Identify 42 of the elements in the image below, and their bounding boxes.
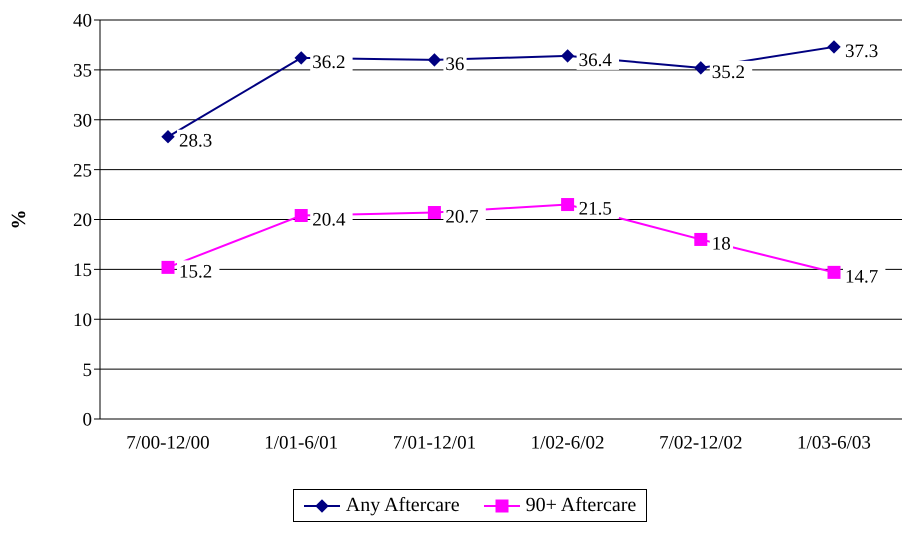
data-label: 36.4: [578, 50, 612, 71]
x-tick-label: 1/01-6/01: [264, 432, 338, 454]
point: [694, 61, 708, 74]
y-tick-label: 15: [73, 260, 92, 282]
data-label: 14.7: [845, 266, 878, 288]
point: [428, 206, 441, 220]
x-tick-label: 7/02-12/02: [659, 432, 742, 454]
point: [561, 198, 574, 212]
point: [561, 49, 574, 62]
point: [828, 40, 840, 54]
data-label: 36.2: [312, 52, 346, 73]
data-label: 18: [712, 233, 731, 254]
point: [828, 266, 840, 279]
legend-label: Any Aftercare: [344, 494, 460, 517]
x-tick-label: 1/03-6/03: [797, 432, 871, 454]
data-label: 35.2: [712, 62, 746, 83]
point: [162, 130, 174, 144]
y-tick-label: 10: [73, 310, 92, 331]
data-label: 37.3: [845, 40, 878, 62]
y-tick-label: 0: [82, 410, 92, 431]
data-label: 36: [445, 54, 464, 75]
y-tick-label: 20: [73, 210, 92, 232]
y-axis-title: %: [8, 210, 30, 230]
point: [428, 53, 441, 66]
data-label: 21.5: [578, 198, 612, 220]
y-tick-label: 35: [73, 60, 92, 82]
point: [162, 260, 174, 274]
x-tick-label: 1/02-6/02: [530, 432, 605, 454]
legend-label: 90+ Aftercare: [524, 494, 636, 517]
point: [294, 209, 308, 222]
y-tick-label: 40: [73, 10, 92, 32]
data-label: 15.2: [179, 261, 212, 282]
x-tick-label: 7/00-12/00: [126, 432, 210, 454]
y-tick-label: 30: [73, 110, 92, 132]
x-tick-label: 7/01-12/01: [392, 432, 476, 454]
data-label: 28.3: [179, 130, 212, 152]
data-label: 20.7: [445, 206, 479, 228]
y-tick-label: 5: [82, 360, 92, 381]
y-tick-label: 25: [73, 160, 92, 182]
point: [694, 232, 708, 246]
data-label: 20.4: [312, 210, 346, 231]
point: [294, 51, 308, 64]
